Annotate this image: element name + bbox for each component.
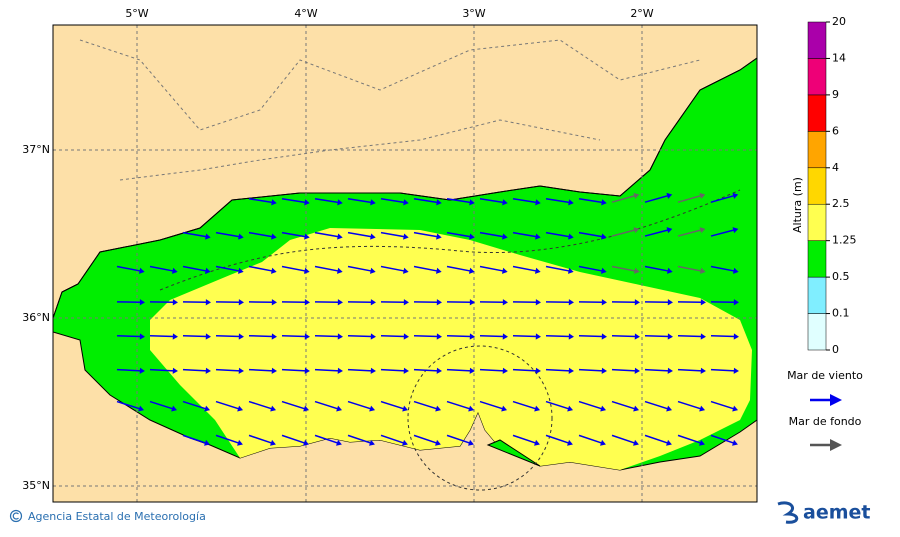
colorbar-title: Altura (m) — [791, 177, 804, 233]
colorbar-segment — [808, 204, 826, 240]
colorbar-segment — [808, 241, 826, 277]
wave-arrow — [579, 336, 603, 337]
colorbar-segment — [808, 95, 826, 131]
colorbar-label: 2.5 — [832, 197, 850, 210]
legend-arrow — [810, 394, 842, 406]
lon-label: 5°W — [125, 7, 148, 20]
wave-arrow — [711, 336, 735, 337]
wave-arrow — [282, 336, 306, 337]
wave-arrow — [216, 336, 240, 337]
colorbar-label: 14 — [832, 51, 846, 64]
wave-arrow — [480, 336, 504, 337]
credit: Agencia Estatal de Meteorología — [28, 510, 206, 523]
wave-arrow — [315, 336, 339, 337]
wave-arrow — [183, 336, 207, 337]
colorbar-label: 0.1 — [832, 307, 850, 320]
wave-arrow — [645, 336, 669, 337]
colorbar-label: 20 — [832, 15, 846, 28]
wave-arrow — [546, 336, 570, 337]
lat-label: 36°N — [22, 311, 50, 324]
wave-arrow — [678, 336, 702, 337]
colorbar-label: 0.5 — [832, 270, 850, 283]
wave-arrow — [513, 336, 537, 337]
colorbar-label: 0 — [832, 343, 839, 356]
wave-arrow — [414, 336, 438, 337]
lat-label: 37°N — [22, 143, 50, 156]
colorbar-segment — [808, 314, 826, 350]
lon-label: 3°W — [462, 7, 485, 20]
wave-arrow — [249, 336, 273, 337]
wave-arrow — [117, 336, 141, 337]
colorbar-segment — [808, 22, 826, 58]
logo-icon — [778, 503, 797, 522]
colorbar-segment — [808, 277, 826, 313]
colorbar-label: 9 — [832, 88, 839, 101]
wave-arrow — [381, 336, 405, 337]
colorbar-segment — [808, 131, 826, 167]
wave-arrow — [150, 336, 174, 337]
colorbar-label: 1.25 — [832, 234, 857, 247]
colorbar-segment — [808, 168, 826, 204]
map-area — [53, 25, 757, 502]
lon-label: 2°W — [630, 7, 653, 20]
wave-arrow — [612, 336, 636, 337]
wave-arrow — [348, 336, 372, 337]
colorbar-label: 6 — [832, 124, 839, 137]
colorbar-segment — [808, 58, 826, 94]
legend-arrow — [810, 439, 842, 451]
logo: aemet — [803, 502, 870, 524]
legend-label: Mar de viento — [787, 369, 863, 382]
copyright-icon — [11, 511, 22, 522]
legend-label: Mar de fondo — [789, 415, 862, 428]
lon-label: 4°W — [294, 7, 317, 20]
lat-label: 35°N — [22, 479, 50, 492]
wave-arrow — [447, 336, 471, 337]
colorbar: 0 0.1 0.5 1.25 2.5 4 6 9 14 20 — [808, 15, 857, 356]
colorbar-label: 4 — [832, 161, 839, 174]
